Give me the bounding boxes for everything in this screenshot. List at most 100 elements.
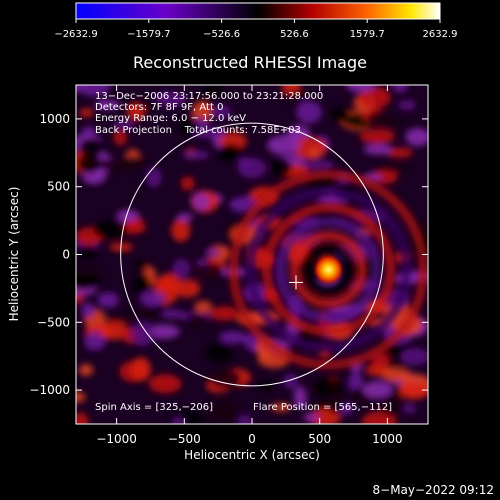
- texture-blob: [76, 245, 98, 260]
- texture-blob: [296, 100, 322, 124]
- x-axis-ticks: −1000 −500 0 500 1000: [96, 85, 403, 446]
- texture-blob: [76, 267, 105, 277]
- texture-blob: [380, 394, 404, 417]
- texture-blob: [76, 412, 89, 424]
- footer-timestamp: 8−May−2022 09:12: [373, 483, 495, 497]
- texture-blob: [95, 99, 120, 110]
- texture-blob: [115, 156, 149, 171]
- texture-blob: [79, 108, 94, 117]
- texture-blob: [211, 104, 231, 119]
- x-tick-label: −500: [168, 432, 201, 446]
- texture-blob: [191, 126, 224, 139]
- texture-blob: [206, 399, 239, 424]
- texture-blob: [182, 150, 210, 160]
- ring-artifact: [228, 170, 428, 370]
- ring-artifact: [261, 203, 395, 337]
- texture-blob: [362, 381, 393, 398]
- ring-artifact: [289, 231, 367, 309]
- texture-blob: [382, 163, 410, 173]
- texture-blob: [112, 120, 135, 130]
- texture-blob: [192, 263, 224, 280]
- annotation-block: 13−Dec−2006 23:17:56.000 to 23:21:28.000…: [95, 91, 323, 136]
- y-tick-label: 0: [62, 248, 70, 262]
- texture-blob: [130, 357, 151, 382]
- colorbar-gradient: [75, 2, 441, 20]
- colorbar-tick-label: 2632.9: [423, 29, 458, 40]
- texture-blob: [116, 209, 140, 222]
- texture-blob: [400, 347, 428, 366]
- texture-blob: [209, 306, 241, 321]
- colorbar: −2632.9 −1579.7 −526.6 526.6 1579.7 2632.9: [54, 2, 458, 40]
- texture-blob: [257, 379, 273, 392]
- texture-blob: [302, 413, 320, 422]
- texture-blob: [171, 218, 191, 242]
- x-tick-label: 1000: [372, 432, 403, 446]
- texture-blob: [267, 135, 301, 155]
- texture-blob: [330, 107, 350, 123]
- texture-blob: [138, 306, 157, 322]
- y-axis-label: Heliocentric Y (arcsec): [7, 187, 21, 322]
- y-tick-label: 500: [47, 180, 70, 194]
- x-tick-label: 500: [308, 432, 331, 446]
- texture-blob: [171, 417, 185, 424]
- texture-blob: [92, 220, 128, 239]
- x-tick-label: −1000: [96, 432, 137, 446]
- texture-blob: [191, 100, 213, 123]
- texture-blob: [398, 383, 428, 400]
- flare-source: [312, 253, 345, 286]
- texture-blob: [161, 310, 185, 319]
- colorbar-tick-label: −1579.7: [127, 29, 170, 40]
- heatmap-image: [76, 85, 428, 424]
- texture-blob: [293, 386, 307, 409]
- texture-blob: [134, 260, 149, 269]
- texture-blob: [216, 144, 244, 162]
- texture-blob: [185, 313, 209, 329]
- texture-blob: [405, 127, 428, 147]
- spin-axis-label: Spin Axis = [325,−206]: [95, 402, 213, 413]
- texture-blob: [78, 137, 105, 157]
- texture-blob: [270, 157, 293, 176]
- annotation-energy-range: Energy Range: 6.0 − 12.0 keV: [95, 113, 246, 124]
- y-tick-label: 1000: [39, 112, 70, 126]
- texture-blob: [271, 403, 291, 412]
- texture-blob: [130, 322, 155, 347]
- ring-artifact: [301, 243, 355, 297]
- texture-blob: [403, 404, 417, 414]
- texture-blob: [172, 258, 190, 279]
- y-tick-label: −500: [37, 315, 70, 329]
- colorbar-tick-label: −526.6: [203, 29, 240, 40]
- texture-blob: [359, 129, 395, 144]
- texture-blob: [315, 196, 348, 205]
- texture-blob: [382, 368, 412, 382]
- annotation-detectors: Detectors: 7F 8F 9F, Att 0: [95, 102, 223, 113]
- texture-blob: [286, 91, 309, 103]
- y-axis-ticks: 1000 500 0 −500 −1000: [29, 112, 428, 397]
- texture-blob: [194, 300, 213, 313]
- chart-title: Reconstructed RHESSI Image: [133, 53, 367, 72]
- texture-blob: [158, 273, 181, 292]
- annotation-method-counts: Back Projection Total counts: 7.58E+03: [95, 125, 301, 136]
- texture-blob: [140, 291, 166, 307]
- colorbar-tick-label: 526.6: [280, 29, 309, 40]
- texture-blob: [85, 331, 106, 351]
- x-tick-label: 0: [248, 432, 256, 446]
- annotation-time-range: 13−Dec−2006 23:17:56.000 to 23:21:28.000: [95, 91, 323, 102]
- texture-blob: [81, 302, 95, 318]
- texture-blob: [176, 213, 193, 222]
- texture-blob: [148, 374, 182, 394]
- texture-blob: [105, 313, 139, 323]
- texture-blob: [238, 414, 253, 424]
- texture-blob: [358, 86, 391, 109]
- texture-blob: [202, 85, 224, 97]
- texture-blob: [367, 111, 393, 126]
- texture-blob: [78, 364, 94, 376]
- flare-position-label: Flare Position = [565,−112]: [253, 402, 392, 413]
- texture-blob: [76, 271, 100, 290]
- texture-blob: [237, 157, 267, 179]
- x-axis-label: Heliocentric X (arcsec): [184, 448, 320, 462]
- texture-blob: [99, 321, 129, 340]
- texture-blob: [146, 324, 180, 339]
- texture-blob: [133, 273, 151, 296]
- texture-blob: [146, 167, 162, 188]
- texture-blob: [76, 391, 86, 403]
